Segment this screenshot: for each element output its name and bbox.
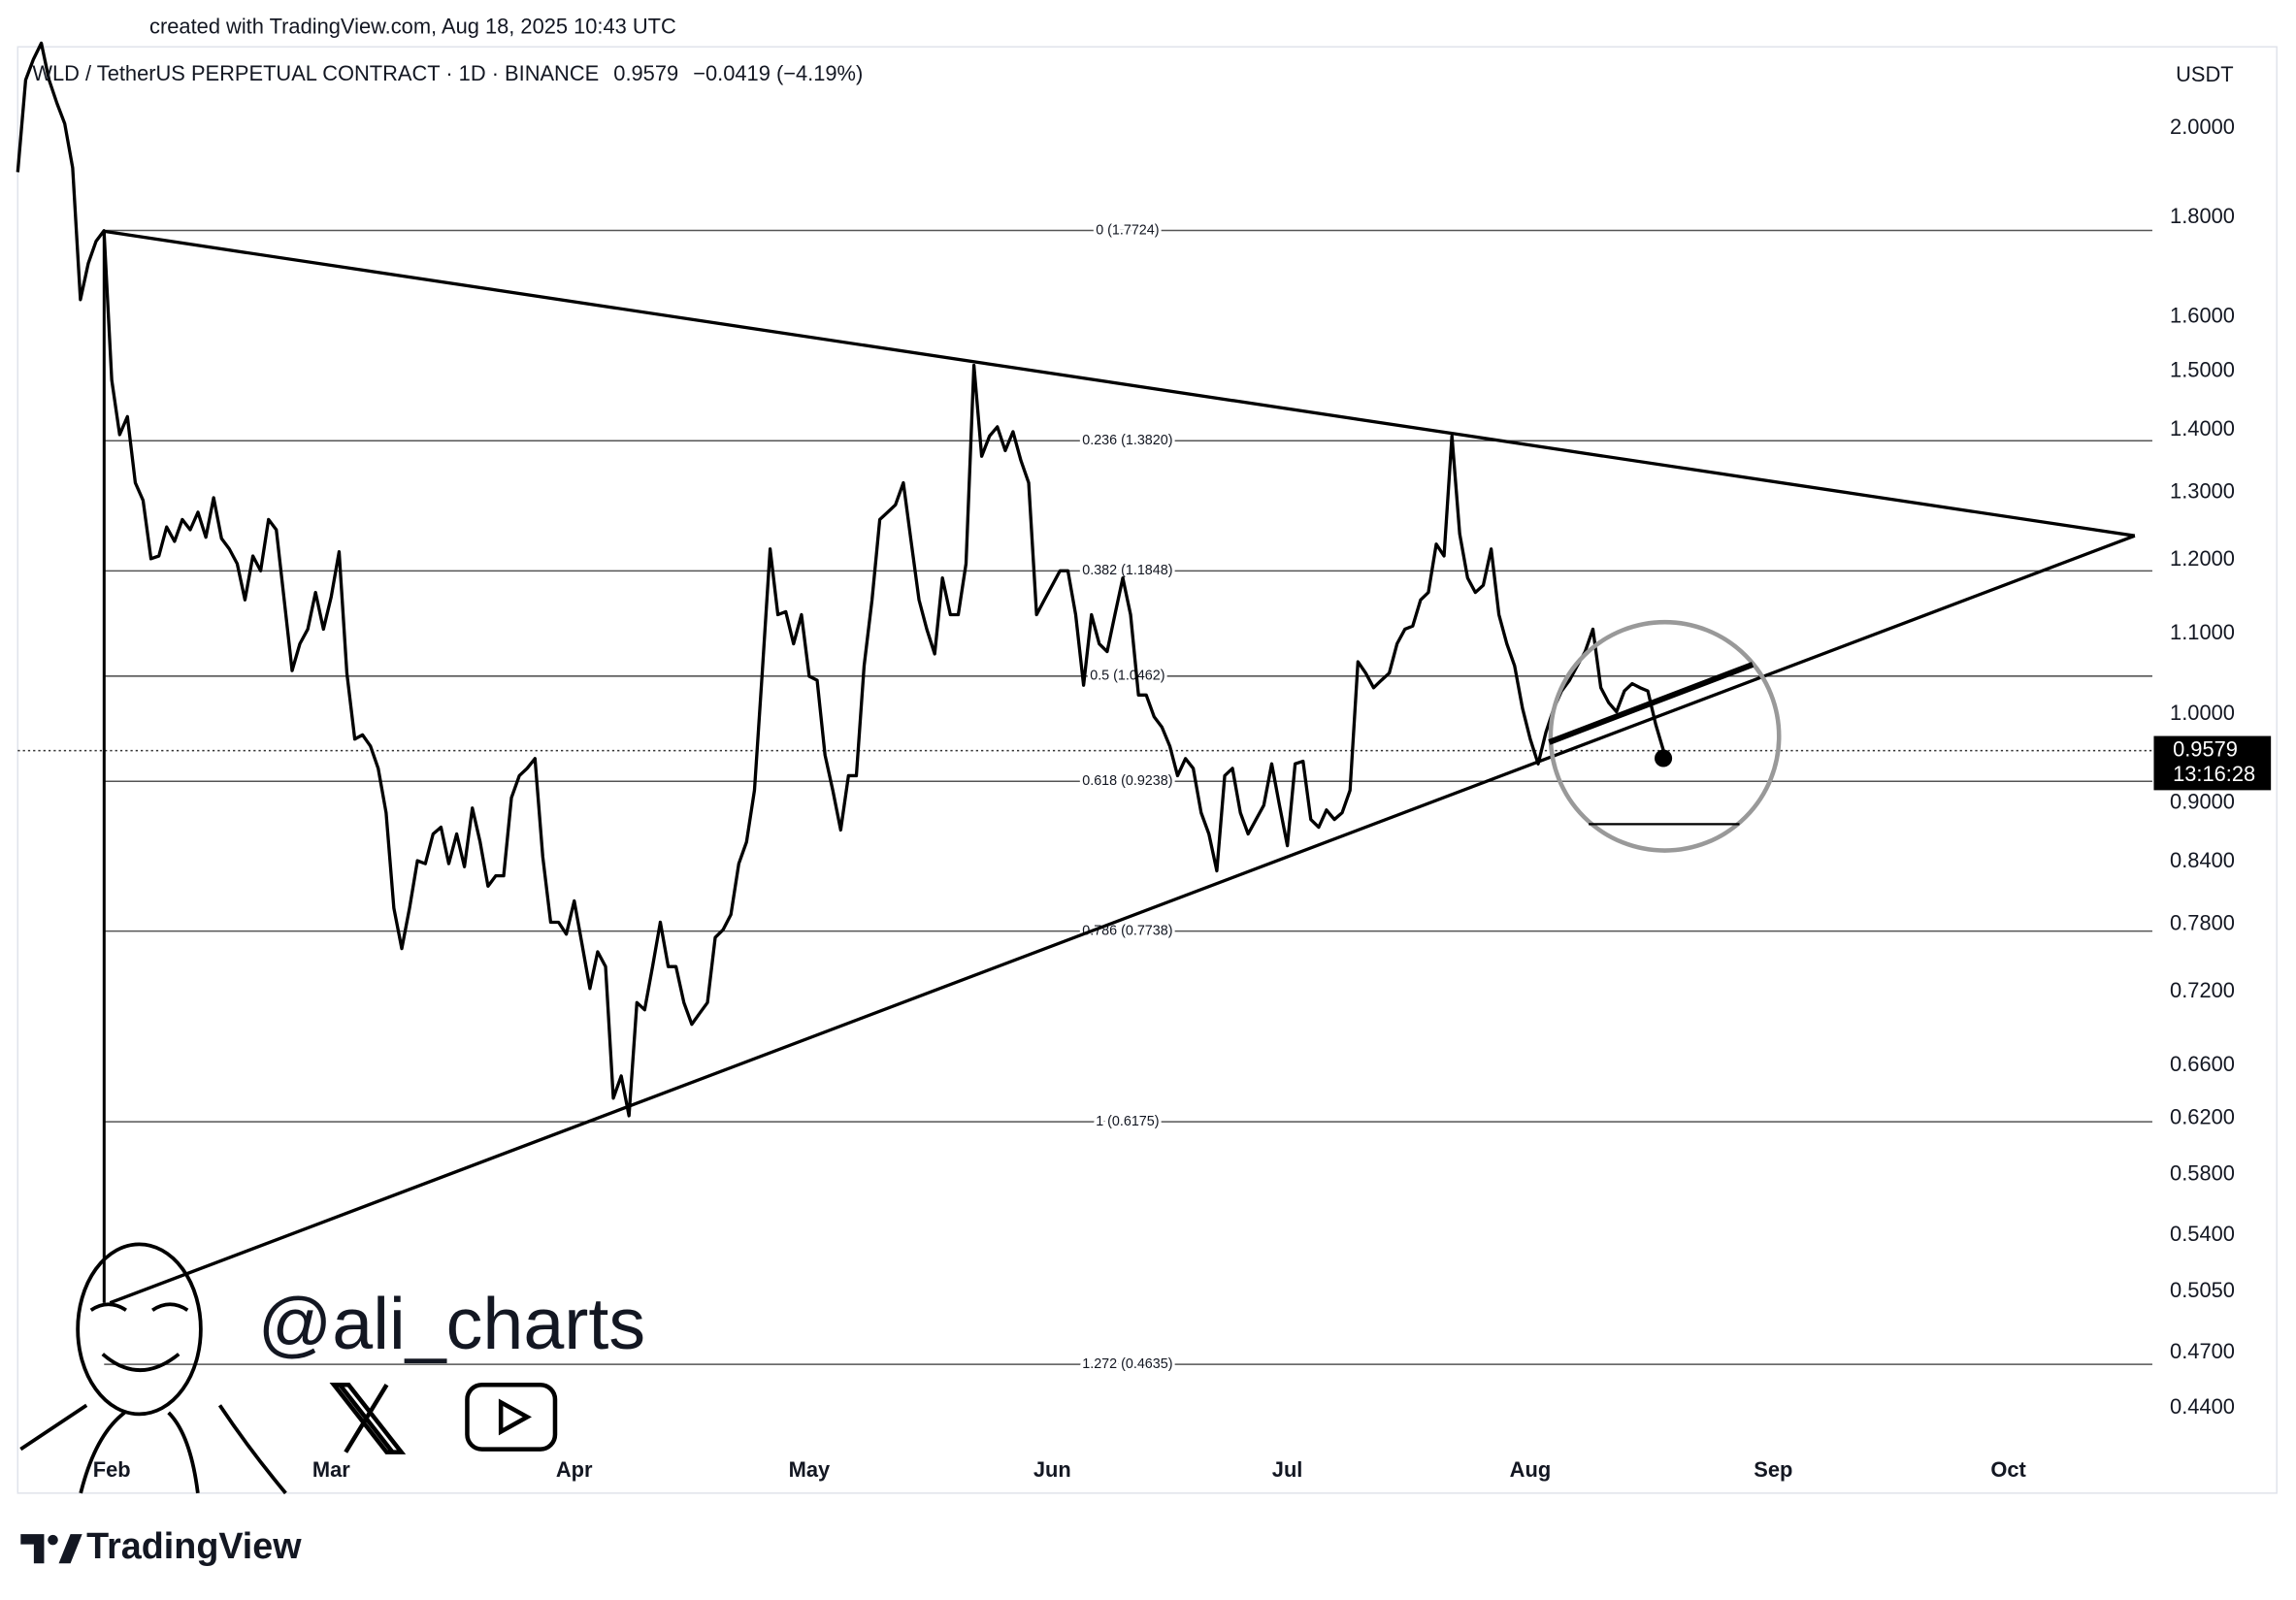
youtube-icon	[465, 1382, 558, 1452]
created-note: created with TradingView.com, Aug 18, 20…	[149, 14, 676, 38]
fib-level-label: 1.272 (0.4635)	[1082, 1356, 1172, 1372]
y-tick-label: 1.2000	[2170, 546, 2235, 571]
x-tick-label: Apr	[556, 1457, 593, 1482]
lower-trendline	[109, 534, 2136, 1305]
fib-level-label: 0.236 (1.3820)	[1082, 433, 1172, 448]
fib-level-label: 0 (1.7724)	[1096, 222, 1159, 238]
symbol-price: 0.9579	[613, 61, 678, 85]
y-tick-label: 1.6000	[2170, 303, 2235, 327]
brand-logo	[20, 1534, 82, 1564]
symbol-header: WLD / TetherUS PERPETUAL CONTRACT · 1D ·…	[32, 61, 863, 85]
y-tick-label: 2.0000	[2170, 114, 2235, 139]
y-tick-label: 0.8400	[2170, 848, 2235, 872]
y-tick-label: 0.5050	[2170, 1278, 2235, 1302]
price-line	[16, 41, 1665, 1118]
x-tick-label: May	[789, 1457, 831, 1482]
fib-level-label: 0.5 (1.0462)	[1090, 669, 1164, 684]
y-tick-label: 0.4400	[2170, 1394, 2235, 1419]
y-tick-label: 1.3000	[2170, 478, 2235, 503]
y-tick-label: 1.1000	[2170, 620, 2235, 644]
y-tick-label: 1.0000	[2170, 701, 2235, 725]
y-tick-label: 0.7200	[2170, 978, 2235, 1002]
symbol-change: −0.0419 (−4.19%)	[693, 61, 863, 85]
x-icon	[329, 1382, 407, 1454]
chart-frame	[16, 46, 2278, 1494]
x-tick-label: Mar	[312, 1457, 350, 1482]
fib-level-label: 1 (0.6175)	[1096, 1114, 1159, 1129]
upper-trendline	[104, 229, 2136, 538]
avatar	[19, 1242, 287, 1495]
y-tick-label: 0.7800	[2170, 910, 2235, 934]
x-tick-label: Jun	[1033, 1457, 1071, 1482]
price-label-box	[2153, 735, 2272, 791]
x-tick-label: Oct	[1990, 1457, 2026, 1482]
y-tick-label: 0.6600	[2170, 1052, 2235, 1076]
y-tick-label: 1.4000	[2170, 416, 2235, 441]
y-tick-label: 1.5000	[2170, 358, 2235, 382]
y-tick-label: 0.5800	[2170, 1161, 2235, 1186]
brand-name: TradingView	[86, 1525, 302, 1566]
plot-area: 0 (1.7724) 0.236 (1.3820) 0.382 (1.1848) 0.…	[16, 41, 2235, 1482]
y-tick-label: 1.8000	[2170, 204, 2235, 228]
countdown-label: 13:16:28	[2173, 762, 2255, 786]
x-tick-label: Jul	[1272, 1457, 1303, 1482]
highlight-circle	[1548, 619, 1782, 853]
x-tick-label: Feb	[93, 1457, 131, 1482]
x-tick-label: Aug	[1510, 1457, 1551, 1482]
watermark-handle: @ali_charts	[258, 1283, 645, 1364]
y-tick-label: 0.4700	[2170, 1339, 2235, 1363]
y-tick-label: 0.9000	[2170, 790, 2235, 814]
price-dot	[1655, 749, 1673, 767]
currency-label: USDT	[2176, 62, 2234, 86]
symbol-title: WLD / TetherUS PERPETUAL CONTRACT · 1D ·…	[32, 61, 599, 85]
y-tick-label: 0.6200	[2170, 1104, 2235, 1128]
x-tick-label: Sep	[1754, 1457, 1792, 1482]
breakout-sketch	[1548, 662, 1755, 745]
fib-level-label: 0.618 (0.9238)	[1082, 773, 1172, 789]
price-label: 0.9579	[2173, 736, 2238, 761]
fib-level-label: 0.382 (1.1848)	[1082, 563, 1172, 578]
y-tick-label: 0.5400	[2170, 1222, 2235, 1246]
